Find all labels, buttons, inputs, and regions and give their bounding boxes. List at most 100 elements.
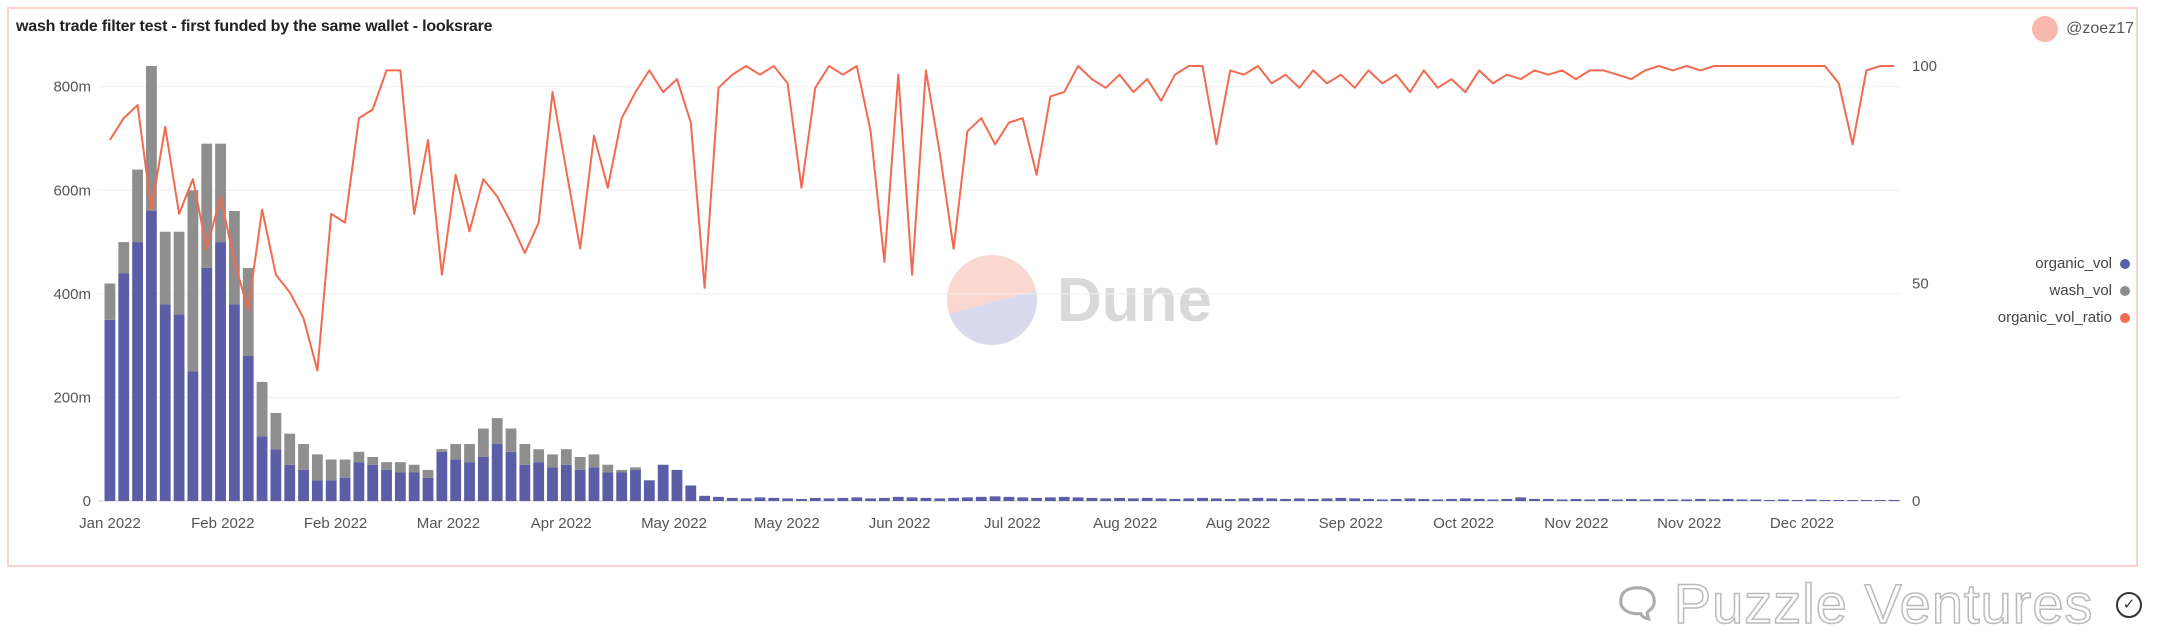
legend-item-organic-vol[interactable]: organic_vol bbox=[1998, 250, 2130, 277]
x-tick-label: Mar 2022 bbox=[417, 515, 480, 532]
organic-vol-bar bbox=[920, 497, 932, 501]
organic-vol-bar bbox=[1833, 499, 1845, 501]
organic-vol-bar bbox=[1542, 498, 1554, 501]
organic-vol-bar bbox=[1515, 497, 1527, 501]
organic-vol-bar bbox=[796, 498, 807, 501]
organic-vol-bar bbox=[1598, 498, 1610, 501]
organic-vol-bar bbox=[1363, 498, 1374, 501]
wash-vol-bar bbox=[408, 464, 420, 473]
x-tick-label: Feb 2022 bbox=[191, 515, 254, 532]
organic-vol-bar bbox=[837, 497, 849, 501]
y-right-tick-label: 50 bbox=[1912, 276, 1929, 293]
dune-logo-icon bbox=[947, 255, 1037, 345]
x-tick-label: Oct 2022 bbox=[1433, 515, 1494, 532]
organic-vol-bar bbox=[1418, 498, 1430, 501]
organic-vol-bar bbox=[1764, 499, 1776, 501]
x-tick-label: Dec 2022 bbox=[1770, 515, 1834, 532]
organic-vol-bar bbox=[353, 462, 365, 501]
organic-vol-bar bbox=[1874, 499, 1886, 501]
organic-vol-bar bbox=[1376, 499, 1388, 501]
wash-vol-bar bbox=[270, 412, 282, 450]
organic-vol-bar bbox=[1100, 498, 1112, 501]
organic-vol-bar bbox=[934, 498, 946, 501]
organic-vol-bar bbox=[1321, 498, 1333, 501]
organic-vol-bar bbox=[132, 242, 143, 502]
wash-vol-bar bbox=[118, 242, 130, 274]
organic-vol-bar bbox=[408, 472, 420, 501]
x-tick-label: Apr 2022 bbox=[531, 515, 592, 532]
wash-vol-bar bbox=[547, 454, 558, 468]
organic-vol-bar bbox=[823, 498, 835, 501]
organic-vol-bar bbox=[242, 356, 254, 501]
legend-label: organic_vol bbox=[2035, 255, 2112, 272]
organic-vol-bar bbox=[1155, 498, 1167, 501]
organic-vol-bar bbox=[1736, 499, 1748, 501]
author-badge[interactable]: @zoez17 bbox=[2032, 16, 2134, 42]
organic-vol-bar bbox=[643, 480, 655, 501]
wash-vol-bar bbox=[173, 231, 185, 315]
chart-card bbox=[7, 7, 2138, 567]
organic-vol-bar bbox=[1266, 498, 1278, 501]
y-left-tick-label: 600m bbox=[53, 182, 91, 199]
puzzle-ventures-watermark: 🗨 Puzzle Ventures bbox=[1611, 575, 2093, 633]
wash-vol-bar bbox=[394, 462, 406, 473]
legend-dot-icon bbox=[2120, 285, 2130, 296]
organic-vol-bar bbox=[1058, 496, 1070, 501]
legend-item-wash-vol[interactable]: wash_vol bbox=[1998, 277, 2130, 304]
organic-vol-bar bbox=[630, 469, 641, 501]
organic-vol-bar bbox=[1708, 499, 1720, 501]
wash-vol-bar bbox=[616, 469, 628, 473]
wash-vol-bar bbox=[325, 459, 337, 481]
wash-vol-bar bbox=[159, 231, 171, 305]
organic-vol-bar bbox=[851, 497, 863, 501]
y-right-tick-label: 0 bbox=[1912, 493, 1920, 510]
organic-vol-bar bbox=[1335, 497, 1347, 501]
organic-vol-bar bbox=[768, 497, 780, 501]
organic-vol-bar bbox=[325, 480, 337, 501]
x-tick-label: Aug 2022 bbox=[1093, 515, 1157, 532]
organic-vol-bar bbox=[146, 211, 157, 501]
avatar bbox=[2032, 16, 2059, 42]
wash-vol-bar bbox=[630, 467, 641, 470]
wash-vol-bar bbox=[256, 381, 268, 437]
organic-vol-bar bbox=[1390, 498, 1402, 501]
legend-item-organic-vol-ratio[interactable]: organic_vol_ratio bbox=[1998, 304, 2130, 331]
organic-vol-bar bbox=[685, 485, 697, 501]
organic-vol-bar bbox=[560, 464, 572, 501]
organic-vol-bar bbox=[865, 498, 877, 501]
organic-vol-bar bbox=[1045, 497, 1056, 501]
organic-vol-bar bbox=[588, 467, 600, 501]
organic-vol-bar bbox=[726, 497, 738, 501]
y-right-tick-label: 100 bbox=[1912, 58, 1937, 75]
organic-vol-bar bbox=[1169, 498, 1181, 501]
x-tick-label: Sep 2022 bbox=[1319, 515, 1383, 532]
organic-vol-bar bbox=[1695, 498, 1706, 501]
wash-vol-bar bbox=[450, 444, 462, 460]
organic-vol-bar bbox=[1750, 499, 1762, 501]
organic-vol-bar bbox=[1653, 498, 1665, 501]
legend-dot-icon bbox=[2120, 312, 2130, 323]
wash-vol-bar bbox=[381, 462, 392, 470]
wash-vol-bar bbox=[588, 454, 600, 468]
x-tick-label: May 2022 bbox=[754, 515, 820, 532]
check-circle-icon: ✓ bbox=[2116, 592, 2142, 618]
legend-label: wash_vol bbox=[2049, 282, 2112, 299]
x-tick-label: Nov 2022 bbox=[1544, 515, 1608, 532]
x-tick-label: Aug 2022 bbox=[1206, 515, 1270, 532]
organic-vol-bar bbox=[1819, 499, 1831, 501]
wash-vol-bar bbox=[104, 283, 116, 320]
organic-vol-bar bbox=[477, 456, 489, 501]
dune-watermark: Dune bbox=[947, 255, 1212, 345]
wash-vol-bar bbox=[242, 267, 254, 356]
organic-vol-bar bbox=[892, 496, 904, 501]
organic-vol-bar bbox=[1446, 498, 1457, 501]
organic-vol-bar bbox=[1570, 498, 1582, 501]
organic-vol-bar bbox=[1529, 498, 1540, 501]
organic-vol-bar bbox=[1183, 498, 1195, 501]
organic-vol-bar bbox=[104, 319, 116, 501]
organic-vol-bar bbox=[1197, 497, 1208, 501]
organic-vol-bar bbox=[228, 304, 240, 501]
organic-vol-bar bbox=[754, 497, 766, 501]
organic-vol-bar bbox=[1404, 498, 1416, 501]
